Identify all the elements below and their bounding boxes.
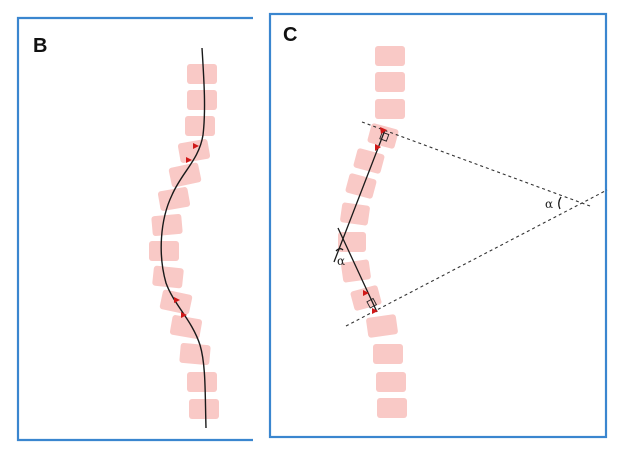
vertebra bbox=[375, 46, 405, 66]
vertebra bbox=[187, 64, 217, 84]
end-vertebra-marker bbox=[186, 157, 192, 163]
right-angle-mark bbox=[366, 297, 378, 309]
vertebra bbox=[177, 139, 211, 163]
vertebra bbox=[149, 241, 179, 261]
upper-endplate-line bbox=[361, 121, 591, 207]
end-vertebra-marker bbox=[193, 143, 199, 149]
angle-label-right: α bbox=[545, 197, 553, 211]
vertebra bbox=[345, 173, 377, 199]
lower-endplate-line bbox=[345, 189, 608, 327]
vertebra bbox=[189, 399, 219, 419]
vertebra bbox=[376, 372, 406, 392]
vertebra bbox=[179, 342, 211, 366]
upper-perpendicular-line bbox=[333, 129, 386, 263]
end-vertebra-marker bbox=[372, 308, 378, 314]
vertebra bbox=[366, 314, 398, 338]
panel-b: B bbox=[16, 16, 253, 442]
right-angle-mark bbox=[379, 131, 390, 142]
panel-b-label: B bbox=[33, 35, 47, 57]
end-vertebra-marker bbox=[363, 290, 369, 296]
vertebra bbox=[187, 372, 217, 392]
panel-c: C bbox=[268, 12, 608, 439]
panel-c-frame bbox=[268, 12, 608, 439]
vertebra bbox=[340, 202, 370, 226]
panel-b-spinal-curve bbox=[160, 47, 207, 429]
vertebra bbox=[151, 213, 183, 237]
vertebra bbox=[185, 116, 215, 136]
end-vertebra-marker bbox=[375, 144, 381, 151]
panel-b-spine bbox=[149, 64, 219, 419]
lower-perpendicular-line bbox=[337, 227, 378, 313]
vertebra bbox=[338, 232, 366, 252]
vertebra bbox=[169, 315, 203, 339]
vertebra bbox=[373, 344, 403, 364]
vertebra bbox=[375, 99, 405, 119]
vertebra bbox=[187, 90, 217, 110]
panel-c-label: C bbox=[283, 24, 297, 46]
vertebra bbox=[157, 187, 191, 211]
panel-c-spine bbox=[338, 46, 407, 418]
angle-arc-right bbox=[558, 196, 562, 210]
vertebra bbox=[341, 259, 371, 283]
angle-arc-left bbox=[335, 248, 344, 252]
vertebra bbox=[377, 398, 407, 418]
vertebra bbox=[375, 72, 405, 92]
end-vertebra-marker bbox=[174, 297, 180, 303]
end-vertebra-marker bbox=[181, 312, 187, 318]
end-vertebra-marker bbox=[380, 127, 387, 134]
vertebra bbox=[168, 162, 202, 188]
panel-b-frame bbox=[16, 16, 253, 442]
panel-b-end-markers bbox=[174, 143, 199, 318]
vertebra bbox=[152, 265, 184, 289]
vertebra bbox=[353, 148, 385, 174]
angle-label-left: α bbox=[337, 254, 345, 268]
